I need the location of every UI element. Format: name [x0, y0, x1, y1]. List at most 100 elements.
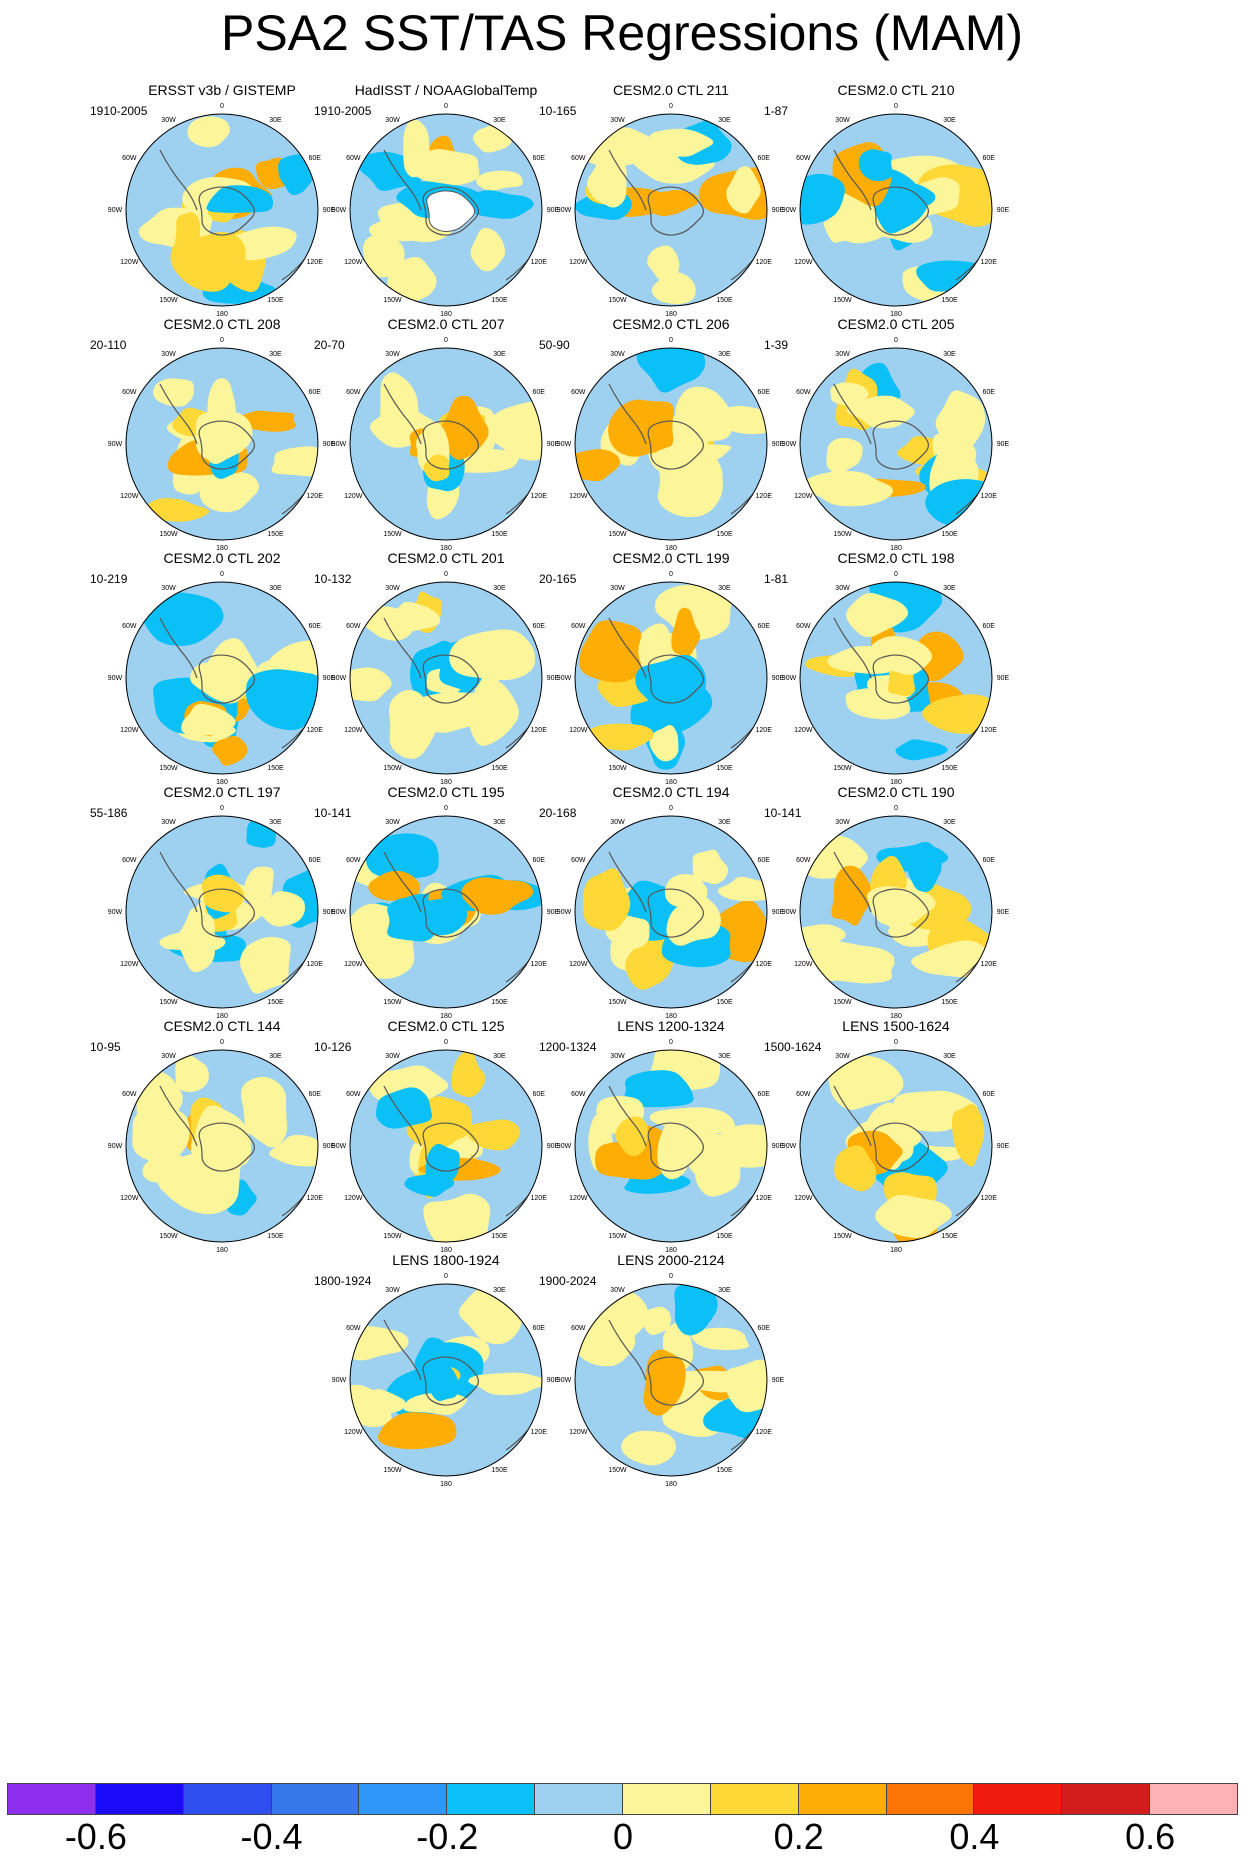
longitude-label: 0 — [220, 571, 224, 578]
anomaly-contour — [262, 891, 306, 927]
longitude-label: 120W — [344, 727, 363, 734]
map-panel: CESM2.0 CTL 210 1-87 0 30E 60E 90E 120E 150E 180… — [762, 82, 1030, 352]
longitude-label: 90E — [997, 1143, 1010, 1150]
map-border — [349, 581, 543, 775]
longitude-label: 60E — [982, 623, 995, 630]
map-border — [799, 815, 993, 1009]
map-border — [574, 581, 768, 775]
longitude-label: 30E — [718, 1287, 731, 1294]
longitude-label: 60W — [122, 623, 137, 630]
anomaly-contour — [692, 849, 729, 885]
longitude-label: 90W — [782, 1143, 797, 1150]
south-america-coastline — [833, 851, 872, 913]
longitude-label: 120E — [981, 961, 998, 968]
polar-map: 0 30E 60E 90E 120E 150E 180 150W 120W 90W 60W 30W — [332, 1273, 560, 1488]
longitude-label: 30W — [835, 351, 850, 358]
longitude-label: 150W — [383, 999, 402, 1006]
panel-title: CESM2.0 CTL 197 — [163, 784, 281, 800]
antarctica-outline — [422, 1356, 479, 1406]
longitude-label: 0 — [669, 1039, 673, 1046]
map-border — [574, 347, 768, 541]
panel-title: CESM2.0 CTL 201 — [387, 550, 505, 566]
longitude-label: 0 — [669, 337, 673, 344]
longitude-label: 30E — [718, 1053, 731, 1060]
panel-title: CESM2.0 CTL 210 — [837, 82, 955, 98]
map-border — [799, 113, 993, 307]
south-america-coastline — [833, 617, 872, 679]
longitude-label: 90W — [108, 207, 123, 214]
longitude-label: 60E — [982, 857, 995, 864]
longitude-label: 150W — [159, 999, 178, 1006]
longitude-label: 30W — [385, 1287, 400, 1294]
longitude-label: 90W — [332, 207, 347, 214]
antarctica-outline — [872, 654, 929, 704]
longitude-label: 120W — [120, 259, 139, 266]
longitude-label: 180 — [440, 1247, 452, 1254]
map-border — [349, 347, 543, 541]
longitude-label: 0 — [444, 337, 448, 344]
longitude-label: 120W — [120, 493, 139, 500]
longitude-label: 120E — [981, 727, 998, 734]
longitude-label: 90W — [332, 1143, 347, 1150]
south-america-coastline — [833, 149, 872, 211]
longitude-label: 180 — [665, 545, 677, 552]
panel-title: CESM2.0 CTL 206 — [612, 316, 730, 332]
anomaly-contour — [802, 470, 894, 507]
anomaly-contour — [153, 378, 194, 407]
map-panel: CESM2.0 CTL 207 20-70 0 30E 60E 90E 120E 150E 18… — [312, 316, 580, 586]
longitude-label: 0 — [894, 1039, 898, 1046]
antarctica-outline — [198, 1122, 255, 1172]
anomaly-contour — [649, 1107, 730, 1128]
antarctica-outline — [647, 888, 704, 938]
antarctica-outline — [647, 420, 704, 470]
longitude-label: 150W — [159, 531, 178, 538]
anomaly-contour — [240, 936, 291, 994]
anomaly-contour — [423, 1193, 491, 1242]
anomaly-contour — [201, 874, 245, 913]
south-america-coastline — [159, 383, 198, 445]
colorbar-swatch — [709, 1783, 799, 1815]
anomaly-contour — [649, 128, 714, 157]
colorbar-label: -0.6 — [64, 1816, 127, 1857]
longitude-label: 60E — [757, 623, 770, 630]
longitude-label: 30E — [718, 351, 731, 358]
longitude-label: 30E — [493, 1287, 506, 1294]
longitude-label: 90E — [547, 207, 560, 214]
colorbar-swatch — [1061, 1783, 1151, 1815]
polar-map: 0 30E 60E 90E 120E 150E 180 150W 120W 90W 60W 30W — [557, 337, 785, 552]
longitude-label: 180 — [665, 1481, 677, 1488]
anomaly-contour — [206, 185, 274, 214]
longitude-label: 30E — [269, 351, 282, 358]
panel-title: CESM2.0 CTL 207 — [387, 316, 505, 332]
longitude-label: 150W — [608, 1467, 627, 1474]
colorbar-label: 0 — [612, 1816, 634, 1857]
longitude-label: 180 — [665, 311, 677, 318]
longitude-label: 120W — [569, 259, 588, 266]
longitude-label: 180 — [216, 1013, 228, 1020]
anomaly-contour — [657, 443, 732, 463]
colorbar-swatch — [446, 1783, 536, 1815]
longitude-label: 30W — [161, 1053, 176, 1060]
longitude-label: 150E — [716, 1467, 733, 1474]
longitude-label: 150E — [491, 999, 508, 1006]
longitude-label: 150E — [491, 297, 508, 304]
panel-title: LENS 2000-2124 — [617, 1252, 725, 1268]
panel-title: CESM2.0 CTL 205 — [837, 316, 955, 332]
panel-year-range: 1-87 — [764, 104, 789, 118]
longitude-label: 150W — [383, 1467, 402, 1474]
longitude-label: 120W — [794, 493, 813, 500]
south-america-coastline — [159, 1085, 198, 1147]
longitude-label: 30W — [385, 585, 400, 592]
map-panel: HadISST / NOAAGlobalTemp 1910-2005 0 30E 60E… — [312, 82, 580, 352]
colorbar-swatch — [270, 1783, 360, 1815]
longitude-label: 90E — [547, 441, 560, 448]
longitude-label: 90E — [547, 1143, 560, 1150]
longitude-label: 60W — [346, 389, 361, 396]
anomaly-contour — [675, 386, 733, 442]
antarctica-outline — [872, 186, 929, 236]
anomaly-contour — [586, 154, 627, 208]
longitude-label: 90W — [782, 675, 797, 682]
longitude-label: 60E — [308, 1091, 321, 1098]
panel-year-range: 1910-2005 — [314, 104, 372, 118]
anomaly-contour — [449, 629, 536, 681]
